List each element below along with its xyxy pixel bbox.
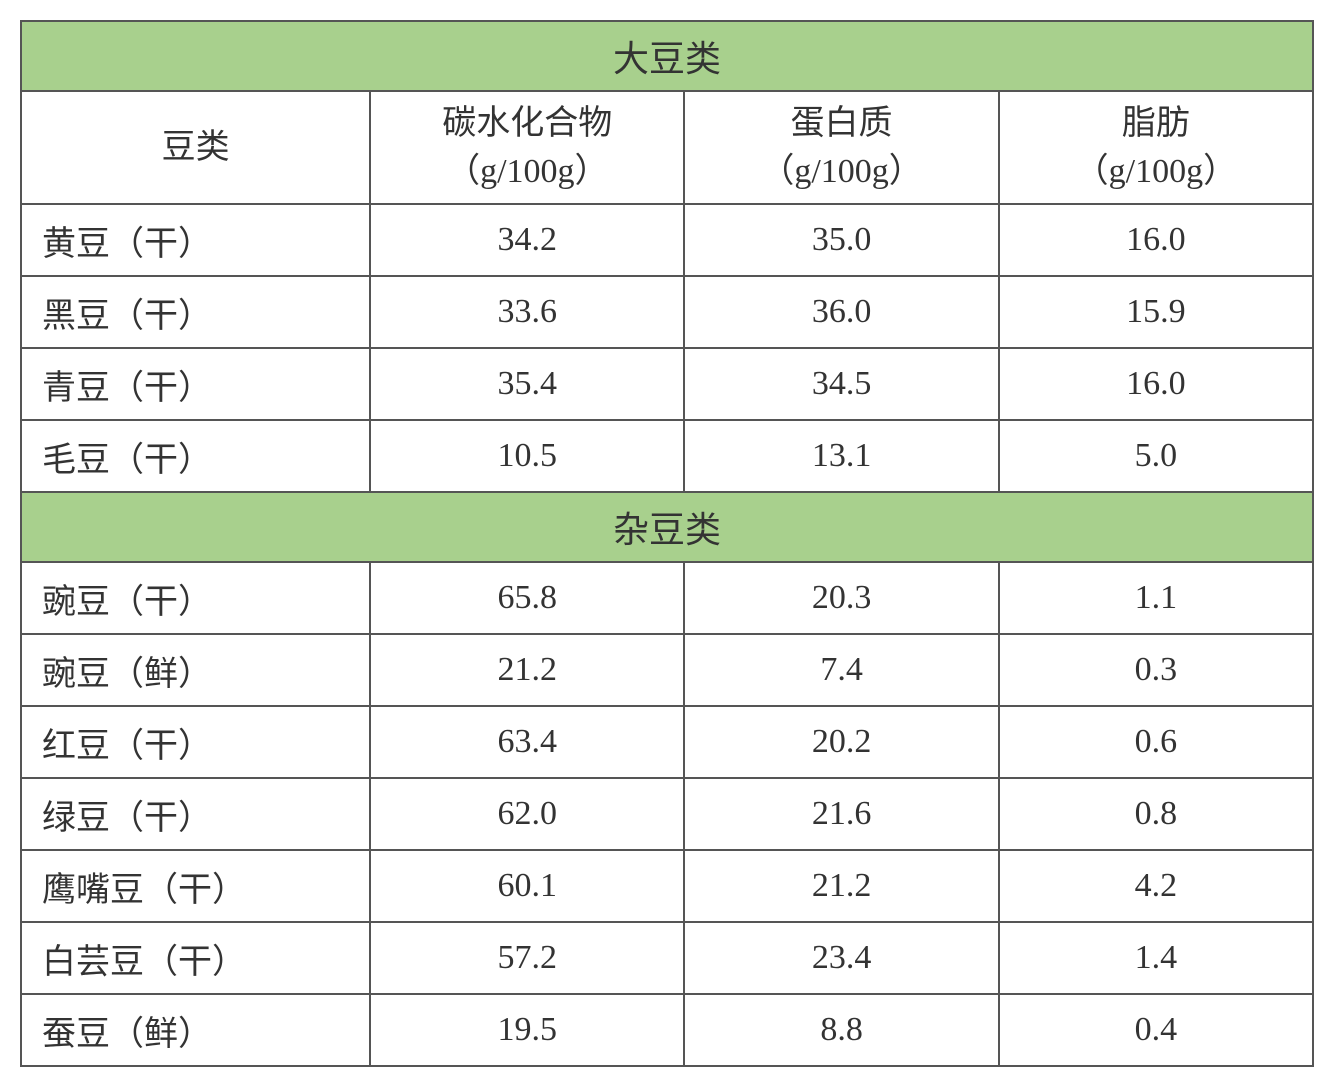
cell-carb: 33.6: [370, 276, 684, 348]
cell-fat: 5.0: [999, 420, 1313, 492]
table-row: 黑豆（干） 33.6 36.0 15.9: [21, 276, 1313, 348]
cell-name: 红豆（干）: [21, 706, 370, 778]
table-row: 绿豆（干） 62.0 21.6 0.8: [21, 778, 1313, 850]
table-row: 豌豆（干） 65.8 20.3 1.1: [21, 562, 1313, 634]
cell-fat: 16.0: [999, 348, 1313, 420]
column-header-row: 豆类 碳水化合物 （g/100g） 蛋白质 （g/100g） 脂肪 （g/100…: [21, 91, 1313, 204]
cell-carb: 62.0: [370, 778, 684, 850]
cell-name: 蚕豆（鲜）: [21, 994, 370, 1066]
table-row: 黄豆（干） 34.2 35.0 16.0: [21, 204, 1313, 276]
col-header-protein-line2: （g/100g）: [760, 153, 922, 190]
cell-protein: 20.2: [684, 706, 998, 778]
section-header-row: 大豆类: [21, 21, 1313, 91]
cell-name: 鹰嘴豆（干）: [21, 850, 370, 922]
cell-carb: 10.5: [370, 420, 684, 492]
table-row: 鹰嘴豆（干） 60.1 21.2 4.2: [21, 850, 1313, 922]
cell-name: 白芸豆（干）: [21, 922, 370, 994]
cell-fat: 1.4: [999, 922, 1313, 994]
cell-name: 毛豆（干）: [21, 420, 370, 492]
col-header-fat-line1: 脂肪: [1122, 105, 1190, 142]
cell-name: 绿豆（干）: [21, 778, 370, 850]
table-row: 豌豆（鲜） 21.2 7.4 0.3: [21, 634, 1313, 706]
cell-carb: 60.1: [370, 850, 684, 922]
section-header-row: 杂豆类: [21, 492, 1313, 562]
col-header-fat: 脂肪 （g/100g）: [999, 91, 1313, 204]
col-header-name: 豆类: [21, 91, 370, 204]
col-header-carb-line1: 碳水化合物: [442, 105, 612, 142]
cell-protein: 35.0: [684, 204, 998, 276]
cell-carb: 63.4: [370, 706, 684, 778]
cell-fat: 0.4: [999, 994, 1313, 1066]
cell-fat: 16.0: [999, 204, 1313, 276]
table-row: 毛豆（干） 10.5 13.1 5.0: [21, 420, 1313, 492]
cell-fat: 4.2: [999, 850, 1313, 922]
table-row: 白芸豆（干） 57.2 23.4 1.4: [21, 922, 1313, 994]
cell-protein: 34.5: [684, 348, 998, 420]
nutrition-table: 大豆类 豆类 碳水化合物 （g/100g） 蛋白质 （g/100g） 脂肪 （g…: [20, 20, 1314, 1067]
table-row: 青豆（干） 35.4 34.5 16.0: [21, 348, 1313, 420]
cell-fat: 0.6: [999, 706, 1313, 778]
cell-name: 豌豆（干）: [21, 562, 370, 634]
table-row: 红豆（干） 63.4 20.2 0.6: [21, 706, 1313, 778]
cell-protein: 13.1: [684, 420, 998, 492]
cell-carb: 65.8: [370, 562, 684, 634]
cell-protein: 23.4: [684, 922, 998, 994]
cell-fat: 0.8: [999, 778, 1313, 850]
cell-carb: 34.2: [370, 204, 684, 276]
cell-name: 豌豆（鲜）: [21, 634, 370, 706]
section-title-mixed: 杂豆类: [21, 492, 1313, 562]
cell-protein: 21.2: [684, 850, 998, 922]
cell-carb: 21.2: [370, 634, 684, 706]
col-header-carb: 碳水化合物 （g/100g）: [370, 91, 684, 204]
col-header-carb-line2: （g/100g）: [446, 153, 608, 190]
cell-protein: 7.4: [684, 634, 998, 706]
cell-protein: 8.8: [684, 994, 998, 1066]
table-row: 蚕豆（鲜） 19.5 8.8 0.4: [21, 994, 1313, 1066]
cell-name: 青豆（干）: [21, 348, 370, 420]
cell-carb: 57.2: [370, 922, 684, 994]
cell-fat: 1.1: [999, 562, 1313, 634]
cell-carb: 35.4: [370, 348, 684, 420]
cell-name: 黑豆（干）: [21, 276, 370, 348]
col-header-fat-line2: （g/100g）: [1075, 153, 1237, 190]
col-header-protein-line1: 蛋白质: [791, 105, 893, 142]
cell-protein: 36.0: [684, 276, 998, 348]
cell-carb: 19.5: [370, 994, 684, 1066]
cell-fat: 0.3: [999, 634, 1313, 706]
cell-protein: 21.6: [684, 778, 998, 850]
col-header-protein: 蛋白质 （g/100g）: [684, 91, 998, 204]
cell-fat: 15.9: [999, 276, 1313, 348]
section-title-soybean: 大豆类: [21, 21, 1313, 91]
cell-protein: 20.3: [684, 562, 998, 634]
cell-name: 黄豆（干）: [21, 204, 370, 276]
nutrition-table-container: 大豆类 豆类 碳水化合物 （g/100g） 蛋白质 （g/100g） 脂肪 （g…: [20, 20, 1314, 1067]
